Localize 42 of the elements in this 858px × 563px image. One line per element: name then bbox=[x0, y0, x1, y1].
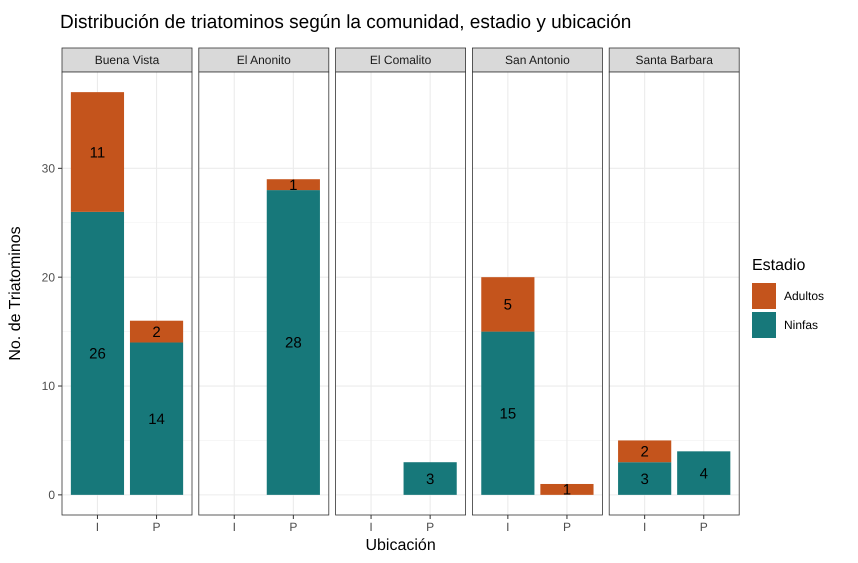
chart-subtitle: Buena Vista bbox=[94, 53, 160, 68]
x-tick-label: P bbox=[700, 520, 708, 534]
chart-subtitle: Santa Barbara bbox=[636, 53, 714, 68]
legend-title: Estadio bbox=[752, 257, 806, 274]
x-tick-label: I bbox=[96, 520, 100, 534]
x-tick-label: I bbox=[369, 520, 373, 534]
chart-subtitle: San Antonio bbox=[505, 53, 570, 68]
data-label: 3 bbox=[640, 470, 649, 488]
text: Distribución de triatominos según la comunidad, estadio y ubicación bbox=[60, 12, 632, 33]
x-axis-title: Ubicación bbox=[365, 537, 436, 554]
data-label: 28 bbox=[285, 334, 302, 352]
y-axis-title: No. de Triatominos bbox=[7, 226, 24, 361]
chart-subtitle: El Anonito bbox=[236, 53, 292, 68]
data-label: 1 bbox=[562, 482, 572, 499]
x-tick-label: I bbox=[232, 520, 236, 534]
data-label: 11 bbox=[90, 144, 106, 162]
bar bbox=[130, 342, 184, 495]
y-tick-label: 10 bbox=[42, 379, 56, 394]
data-label: 26 bbox=[89, 346, 106, 363]
bar bbox=[70, 92, 124, 212]
y-tick-label: 0 bbox=[48, 488, 56, 502]
data-label: 15 bbox=[500, 405, 516, 422]
data-label: 2 bbox=[640, 444, 649, 461]
bar bbox=[130, 320, 184, 342]
y-tick-label: 30 bbox=[42, 162, 56, 176]
y-tick-label: 20 bbox=[42, 270, 56, 284]
legend-label: Adultos bbox=[784, 289, 824, 304]
data-label: 14 bbox=[148, 410, 165, 428]
chart-subtitle: El Comalito bbox=[370, 53, 432, 68]
x-tick-label: P bbox=[152, 520, 161, 534]
data-label: 2 bbox=[152, 324, 161, 341]
x-tick-label: P bbox=[562, 520, 571, 534]
data-label: 4 bbox=[700, 465, 708, 482]
x-tick-label: P bbox=[289, 520, 298, 534]
data-label: 3 bbox=[426, 470, 434, 488]
x-tick-label: P bbox=[426, 520, 434, 534]
data-label: 1 bbox=[289, 176, 298, 194]
bar bbox=[70, 212, 124, 495]
x-tick-label: I bbox=[642, 520, 646, 534]
x-tick-label: I bbox=[506, 520, 510, 534]
legend-label: Ninfas bbox=[784, 318, 818, 332]
data-label: 5 bbox=[504, 296, 512, 314]
